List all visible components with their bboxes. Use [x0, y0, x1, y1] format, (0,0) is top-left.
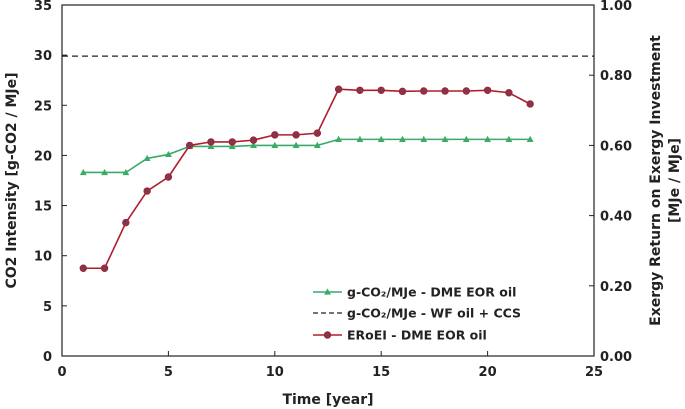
data-point-dme-co2 — [165, 150, 172, 158]
data-point-dme-co2 — [292, 141, 300, 148]
data-point-dme-co2 — [484, 135, 491, 142]
y-right-tick-label: 0.20 — [600, 280, 632, 295]
y-left-tick-label: 25 — [34, 99, 52, 114]
data-point-eroei — [505, 89, 513, 97]
legend-label: g-CO₂/MJe - WF oil + CCS — [347, 306, 521, 321]
data-point-eroei — [420, 87, 428, 95]
legend: g-CO₂/MJe - DME EOR oil g-CO₂/MJe - WF oi… — [313, 285, 521, 343]
data-point-dme-co2 — [377, 135, 385, 142]
data-point-eroei — [441, 87, 449, 95]
x-tick-label: 25 — [585, 365, 603, 380]
data-point-dme-co2 — [250, 141, 257, 148]
data-point-dme-co2 — [526, 135, 534, 142]
plot-area — [61, 4, 595, 357]
x-tick-label: 5 — [164, 365, 173, 380]
plot-frame — [61, 4, 595, 357]
series-line-eroei — [83, 88, 531, 270]
series — [62, 55, 594, 272]
y-right-axis-title-line1: Exergy Return on Exergy Investment — [648, 35, 664, 326]
data-point-dme-co2 — [356, 135, 364, 142]
data-point-eroei — [143, 187, 151, 195]
y-right-axis-title-line2: [MJe / MJe] — [667, 138, 683, 223]
data-point-dme-co2 — [271, 141, 279, 148]
legend-marker-eroei — [323, 331, 332, 339]
data-point-eroei — [334, 85, 343, 93]
data-point-eroei — [228, 138, 236, 146]
y-right-tick-label: 0.00 — [600, 350, 632, 365]
x-tick-label: 0 — [57, 365, 66, 380]
data-point-eroei — [377, 86, 385, 94]
axes: 0 5 10 15 20 25 0 5 10 15 20 25 30 35 0.00 0.20 0.40 0.60… — [4, 0, 683, 408]
data-point-dme-co2 — [313, 141, 321, 148]
y-right-tick-label: 0.60 — [600, 139, 632, 154]
data-point-eroei — [100, 264, 109, 272]
x-tick-label: 10 — [266, 365, 284, 380]
series-line-dme-co2 — [83, 138, 531, 174]
x-axis-title: Time [year] — [282, 392, 373, 408]
data-point-dme-co2 — [79, 168, 87, 176]
data-point-dme-co2 — [335, 135, 343, 142]
data-point-eroei — [356, 86, 364, 94]
data-point-dme-co2 — [101, 168, 108, 176]
data-point-eroei — [526, 100, 534, 108]
data-point-eroei — [462, 87, 471, 95]
data-point-dme-co2 — [399, 135, 406, 142]
x-tick-label: 15 — [372, 365, 390, 380]
data-point-dme-co2 — [462, 135, 470, 142]
data-point-dme-co2 — [505, 135, 513, 142]
data-point-eroei — [313, 129, 322, 137]
y-right-tick-label: 1.00 — [600, 0, 632, 14]
y-left-tick-label: 35 — [34, 0, 52, 14]
data-point-eroei — [271, 131, 279, 139]
y-left-tick-label: 20 — [34, 149, 52, 164]
legend-marker-dme-co2 — [324, 288, 331, 295]
data-point-eroei — [249, 136, 258, 144]
data-point-dme-co2 — [420, 135, 428, 142]
y-left-tick-label: 15 — [34, 200, 52, 215]
y-right-tick-label: 0.80 — [600, 69, 632, 84]
legend-label: ERoEI - DME EOR oil — [347, 328, 487, 343]
data-point-eroei — [292, 131, 300, 139]
data-point-eroei — [483, 86, 492, 94]
y-left-axis-title: CO2 Intensity [g-CO2 / MJe] — [4, 73, 20, 289]
data-point-dme-co2 — [441, 135, 449, 142]
data-point-eroei — [207, 138, 215, 146]
data-point-eroei — [79, 264, 87, 272]
data-point-eroei — [398, 87, 407, 96]
data-point-dme-co2 — [143, 154, 151, 162]
y-right-tick-label: 0.40 — [600, 210, 632, 225]
y-left-tick-label: 10 — [34, 250, 52, 265]
data-point-dme-co2 — [122, 168, 130, 176]
y-left-tick-label: 5 — [43, 300, 52, 315]
x-tick-label: 20 — [479, 365, 497, 380]
data-point-dme-co2 — [207, 142, 215, 150]
y-left-tick-label: 0 — [43, 350, 52, 365]
y-left-tick-label: 30 — [34, 49, 52, 64]
data-point-eroei — [164, 173, 173, 181]
legend-label: g-CO₂/MJe - DME EOR oil — [347, 285, 516, 300]
data-point-eroei — [122, 218, 130, 227]
data-point-dme-co2 — [228, 142, 236, 150]
data-point-eroei — [185, 141, 194, 150]
